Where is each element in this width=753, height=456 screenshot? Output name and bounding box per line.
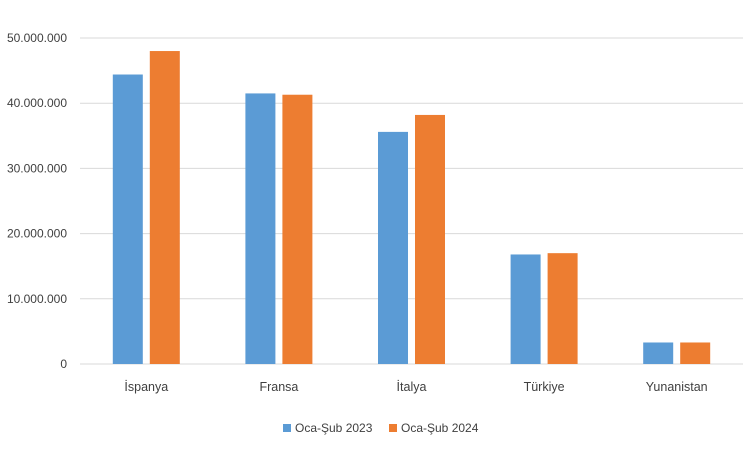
bar-1-5 [643,342,674,364]
bar-2-3 [415,114,445,364]
x-category-label: Fransa [259,380,298,394]
y-tick-label: 40.000.000 [7,96,67,110]
y-axis-tick-labels: 0 10.000.000 20.000.000 30.000.000 40.000.00… [7,31,67,371]
y-tick-label: 0 [60,357,67,371]
x-category-label: İspanya [124,380,168,394]
bar-2-2 [282,94,313,364]
bar-1-1 [112,74,143,365]
bars [112,51,711,365]
bar-1-2 [245,93,276,365]
x-category-label: Yunanistan [646,380,708,394]
legend-swatch [283,424,291,432]
x-axis-category-labels: İspanya Fransa İtalya Türkiye Yunanistan [124,380,707,394]
legend-label: Oca-Şub 2024 [401,421,479,435]
x-category-label: Türkiye [524,380,565,394]
y-tick-label: 30.000.000 [7,161,67,175]
bar-2-1 [149,51,180,364]
gridlines [80,37,743,365]
legend-label: Oca-Şub 2023 [295,421,373,435]
y-tick-label: 50.000.000 [7,31,67,45]
bar-1-3 [378,131,408,364]
legend: Oca-Şub 2023 Oca-Şub 2024 [283,421,479,435]
y-tick-label: 20.000.000 [7,227,67,241]
legend-swatch [389,424,397,432]
bar-2-5 [680,342,711,364]
x-category-label: İtalya [397,380,427,394]
bar-2-4 [547,253,578,364]
bar-1-4 [510,254,541,364]
y-tick-label: 10.000.000 [7,292,67,306]
